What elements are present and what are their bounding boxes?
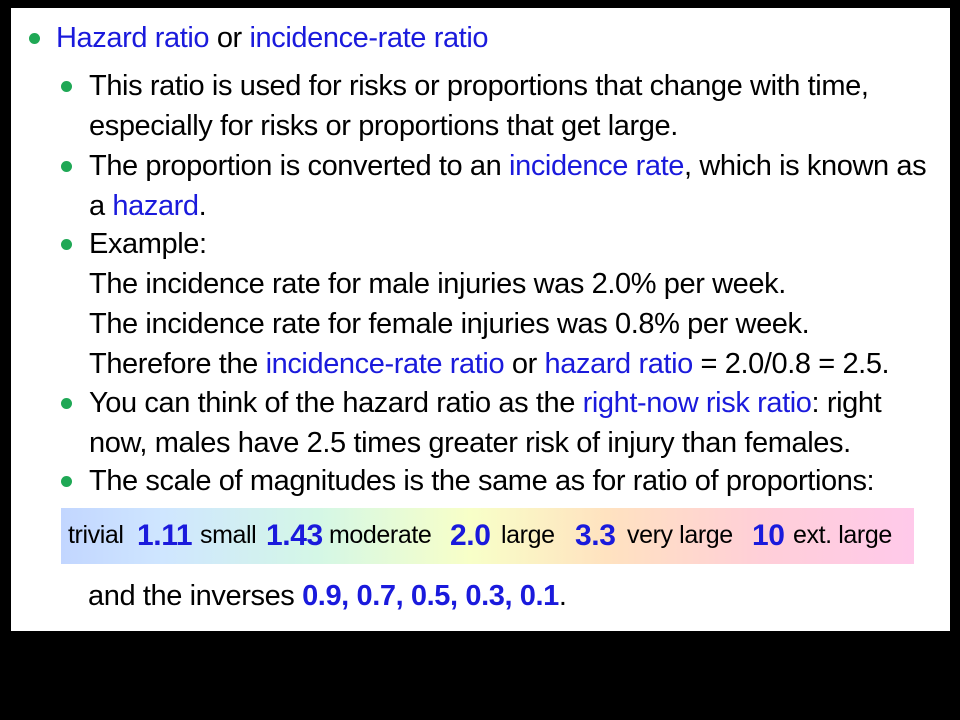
scale-threshold-1: 1.11 bbox=[137, 519, 193, 552]
bullet-dot-4 bbox=[61, 398, 72, 409]
term-hazard-ratio: hazard ratio bbox=[544, 348, 694, 380]
example-text: or bbox=[504, 348, 545, 380]
bullet-dot-5 bbox=[61, 476, 72, 487]
scale-threshold-5: 10 bbox=[752, 519, 785, 552]
heading-bullet: Hazard ratio or incidence-rate ratio bbox=[56, 18, 489, 58]
scale-threshold-3: 2.0 bbox=[450, 519, 491, 552]
bullet-dot-1 bbox=[61, 81, 72, 92]
bullet-2-text: The proportion is converted to an bbox=[89, 150, 510, 182]
inverses-suffix: . bbox=[558, 580, 567, 612]
term-incidence-rate: incidence rate bbox=[509, 150, 685, 182]
example-male-rate: The incidence rate for male injuries was… bbox=[89, 268, 786, 300]
bullet-1: This ratio is used for risks or proporti… bbox=[89, 66, 942, 146]
scale-label-trivial: trivial bbox=[68, 521, 124, 549]
example-female-rate: The incidence rate for female injuries w… bbox=[89, 308, 810, 340]
inverses-values: 0.9, 0.7, 0.5, 0.3, 0.1 bbox=[302, 580, 559, 612]
heading-connector: or bbox=[209, 22, 250, 54]
scale-label-large: large bbox=[501, 521, 555, 549]
bullet-dot-2 bbox=[61, 161, 72, 172]
scale-threshold-2: 1.43 bbox=[266, 519, 323, 552]
heading-hazard-ratio: Hazard ratio bbox=[56, 22, 210, 54]
example-text: Therefore the bbox=[89, 348, 266, 380]
slide: Hazard ratio or incidence-rate ratio Thi… bbox=[11, 8, 950, 631]
bullet-2-text: , which is known as bbox=[684, 150, 927, 182]
scale-threshold-4: 3.3 bbox=[575, 519, 616, 552]
example-text: = 2.0/0.8 = 2.5. bbox=[692, 348, 890, 380]
scale-label-small: small bbox=[200, 521, 257, 549]
term-incidence-rate-ratio: incidence-rate ratio bbox=[265, 348, 505, 380]
bullet-5: The scale of magnitudes is the same as f… bbox=[89, 461, 942, 501]
inverses-line: and the inverses 0.9, 0.7, 0.5, 0.3, 0.1… bbox=[88, 580, 567, 613]
magnitude-scale-bar: trivial 1.11 small 1.43 moderate 2.0 lar… bbox=[61, 508, 914, 564]
scale-label-ext-large: ext. large bbox=[793, 521, 892, 549]
bullet-4-line-2: now, males have 2.5 times greater risk o… bbox=[89, 427, 851, 459]
bullet-dot-3 bbox=[61, 239, 72, 250]
example-label: Example: bbox=[89, 228, 207, 260]
bullet-4-text: You can think of the hazard ratio as the bbox=[89, 387, 583, 419]
scale-label-very-large: very large bbox=[627, 521, 733, 549]
term-hazard: hazard bbox=[112, 190, 199, 222]
bullet-2-text: a bbox=[89, 190, 113, 222]
bullet-dot-heading bbox=[29, 33, 40, 44]
bullet-1-line-2: especially for risks or proportions that… bbox=[89, 110, 678, 142]
bullet-2-text: . bbox=[198, 190, 207, 222]
bullet-3-example: Example: The incidence rate for male inj… bbox=[89, 224, 942, 384]
term-right-now-risk-ratio: right-now risk ratio bbox=[582, 387, 812, 419]
bullet-4: You can think of the hazard ratio as the… bbox=[89, 383, 942, 463]
scale-label-moderate: moderate bbox=[329, 521, 432, 549]
bullet-5-line-1: The scale of magnitudes is the same as f… bbox=[89, 465, 875, 497]
bullet-1-line-1: This ratio is used for risks or proporti… bbox=[89, 70, 869, 102]
heading-incidence-rate-ratio: incidence-rate ratio bbox=[249, 22, 489, 54]
bullet-2: The proportion is converted to an incide… bbox=[89, 146, 942, 226]
inverses-prefix: and the inverses bbox=[88, 580, 303, 612]
bullet-4-text: : right bbox=[811, 387, 882, 419]
